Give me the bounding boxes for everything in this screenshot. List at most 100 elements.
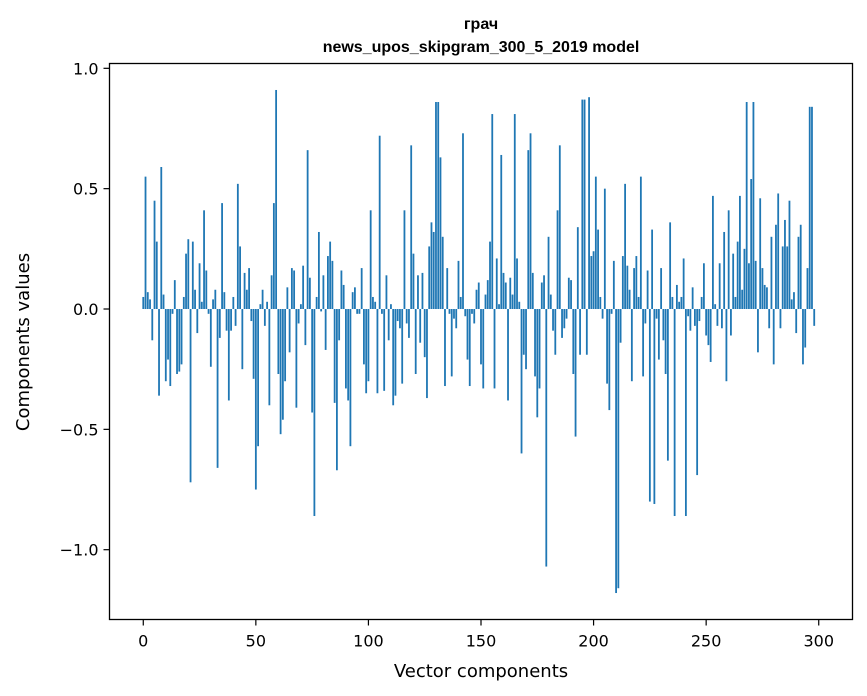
bar-247	[698, 309, 701, 322]
bar-210	[615, 309, 617, 594]
bar-102	[372, 296, 374, 309]
bar-92	[349, 309, 352, 447]
bar-85	[333, 309, 336, 403]
bar-87	[338, 309, 341, 341]
bar-63	[284, 309, 287, 382]
bar-8	[160, 167, 163, 310]
bar-3	[149, 299, 151, 310]
bar-99	[365, 309, 368, 394]
chart-title-model: news_upos_skipgram_300_5_2019 model	[323, 39, 640, 56]
bar-195	[581, 99, 584, 309]
bar-177	[540, 282, 543, 310]
bar-120	[412, 253, 415, 310]
bar-43	[239, 246, 241, 310]
bar-180	[547, 236, 550, 310]
bar-273	[757, 309, 759, 353]
bar-125	[423, 309, 426, 358]
bar-231	[662, 309, 665, 341]
bar-281	[775, 224, 777, 309]
bar-237	[675, 284, 678, 310]
bar-101	[369, 210, 372, 309]
bar-127	[428, 246, 431, 310]
bar-253	[712, 195, 714, 310]
bar-69	[297, 309, 300, 324]
bar-188	[565, 309, 568, 319]
chart-title-word: грач	[464, 16, 498, 33]
bar-104	[376, 309, 379, 394]
bar-176	[538, 309, 541, 389]
bar-115	[401, 309, 404, 384]
bar-264	[736, 241, 739, 309]
bar-64	[286, 287, 289, 309]
bar-42	[236, 183, 239, 310]
bar-146	[471, 309, 473, 314]
bar-96	[358, 309, 361, 314]
bar-129	[432, 231, 435, 309]
bar-109	[387, 309, 390, 341]
bar-121	[414, 309, 417, 374]
bar-84	[331, 260, 334, 310]
bar-98	[363, 309, 365, 365]
bar-275	[761, 268, 764, 310]
bar-263	[734, 296, 737, 309]
bar-233	[666, 309, 669, 461]
bar-114	[399, 309, 401, 329]
bar-285	[784, 219, 786, 310]
x-tick-label: 100	[353, 632, 384, 651]
bar-27	[203, 210, 205, 309]
bar-56	[268, 309, 271, 406]
bar-298	[813, 309, 816, 326]
bar-35	[221, 203, 223, 309]
bar-36	[223, 292, 226, 310]
bar-17	[180, 309, 183, 365]
bar-139	[455, 309, 458, 329]
bar-250	[705, 309, 708, 336]
bar-243	[689, 309, 692, 331]
bar-220	[637, 296, 640, 309]
bar-164	[511, 294, 514, 309]
y-axis-label: Components values	[13, 253, 34, 431]
bar-21	[189, 309, 192, 483]
bar-248	[700, 296, 703, 309]
bars-group	[142, 89, 816, 594]
bar-41	[234, 309, 237, 326]
bar-143	[464, 309, 467, 317]
bar-112	[394, 309, 397, 396]
bar-287	[788, 200, 791, 309]
bar-261	[730, 309, 732, 336]
bar-72	[304, 309, 307, 346]
bar-226	[651, 229, 654, 310]
bar-283	[779, 309, 782, 329]
y-tick-label: 0.0	[73, 300, 98, 319]
bar-149	[477, 282, 480, 310]
bar-137	[450, 309, 453, 377]
bar-9	[162, 294, 165, 309]
bar-20	[187, 239, 190, 310]
bar-80	[322, 275, 325, 310]
bar-93	[351, 292, 354, 310]
bar-26	[200, 301, 203, 310]
x-tick-label: 0	[138, 632, 148, 651]
bar-142	[462, 133, 464, 310]
bar-183	[554, 309, 557, 355]
bar-246	[696, 309, 699, 476]
bar-232	[664, 309, 667, 374]
bar-182	[552, 309, 554, 331]
bar-255	[716, 309, 719, 326]
bar-221	[639, 176, 642, 310]
bar-12	[169, 309, 172, 387]
bar-135	[446, 268, 449, 310]
bar-179	[545, 309, 548, 567]
bar-33	[216, 309, 219, 468]
bar-282	[777, 193, 780, 309]
bar-95	[356, 309, 359, 314]
bar-60	[277, 309, 280, 374]
bar-49	[252, 309, 255, 379]
bar-245	[693, 309, 696, 326]
bar-279	[770, 236, 773, 310]
bar-162	[507, 309, 509, 401]
y-tick-label: 1.0	[73, 59, 98, 78]
bar-235	[671, 296, 674, 309]
bar-124	[421, 272, 424, 309]
